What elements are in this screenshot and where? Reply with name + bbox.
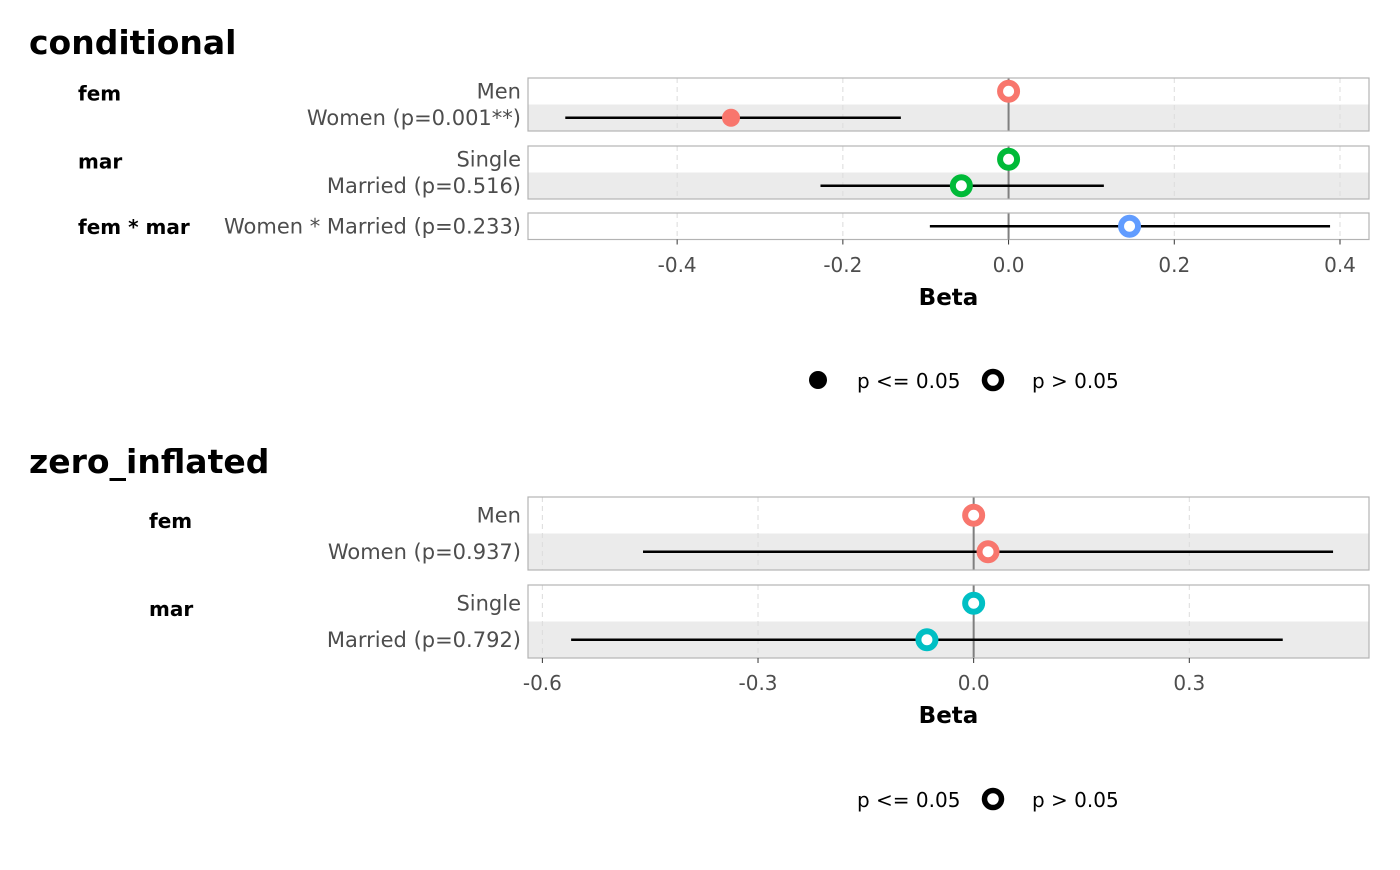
legend-label: p > 0.05 <box>1032 788 1119 812</box>
row-label: Women (p=0.001**) <box>307 106 521 130</box>
panel-border <box>527 77 1370 132</box>
estimate-point-hollow <box>997 79 1021 103</box>
x-tick-label: 0.4 <box>1324 253 1356 277</box>
legend-label: p <= 0.05 <box>857 369 960 393</box>
x-tick-label: -0.3 <box>739 671 778 695</box>
row-label: Women * Married (p=0.233) <box>224 214 521 238</box>
row-background <box>528 78 1369 105</box>
x-tick-label: 0.3 <box>1173 671 1205 695</box>
x-tick-label: 0.0 <box>993 253 1025 277</box>
group-label: fem <box>149 509 192 533</box>
estimate-point-hollow <box>1118 214 1142 238</box>
group-label: mar <box>149 597 193 621</box>
estimate-point-hollow <box>962 591 986 615</box>
row-label: Men <box>477 79 521 103</box>
group-label: fem * mar <box>78 215 190 239</box>
x-axis-title: Beta <box>919 285 979 311</box>
panel-border <box>527 496 1370 571</box>
panel-border <box>527 212 1370 241</box>
x-tick-label: -0.2 <box>823 253 862 277</box>
row-label: Married (p=0.792) <box>327 628 521 652</box>
legend-label: p <= 0.05 <box>857 788 960 812</box>
row-background <box>528 146 1369 173</box>
row-background <box>528 497 1369 534</box>
row-background <box>528 585 1369 622</box>
facet-panel-mar: mar Single Married (p=0.516) <box>78 145 1370 200</box>
estimate-point-hollow <box>915 628 939 652</box>
legend-filled-marker <box>809 371 827 389</box>
estimate-point-hollow <box>997 147 1021 171</box>
x-tick-label: -0.4 <box>658 253 697 277</box>
facet-panel-fem-x-mar: fem * mar Women * Married (p=0.233) <box>78 212 1370 241</box>
row-label: Men <box>477 503 521 527</box>
row-label: Women (p=0.937) <box>328 540 521 564</box>
group-label: mar <box>78 150 122 174</box>
row-label: Married (p=0.516) <box>327 174 521 198</box>
estimate-point-hollow <box>976 540 1000 564</box>
x-tick-label: -0.6 <box>523 671 562 695</box>
legend-hollow-marker <box>981 368 1005 392</box>
legend: p <= 0.05 p > 0.05 <box>809 368 1119 393</box>
legend-label: p > 0.05 <box>1032 369 1119 393</box>
row-label: Single <box>456 147 521 171</box>
estimate-point-filled <box>722 108 740 127</box>
panel-border <box>527 584 1370 659</box>
panel-border <box>527 145 1370 200</box>
chart-title: zero_inflated <box>29 442 269 481</box>
estimate-point-hollow <box>949 174 973 198</box>
x-axis-title: Beta <box>919 703 979 729</box>
row-label: Single <box>456 591 521 615</box>
legend-hollow-marker <box>981 787 1005 811</box>
estimate-point-hollow <box>962 503 986 527</box>
x-tick-label: 0.0 <box>958 671 990 695</box>
x-tick-label: 0.2 <box>1158 253 1190 277</box>
facet-panel-mar: mar Single Married (p=0.792) <box>149 584 1370 659</box>
legend: p <= 0.05 p > 0.05 <box>857 787 1119 812</box>
chart-conditional: conditional fem Men Women (p=0.001**) mar Sin… <box>29 23 1370 393</box>
facet-panel-fem: fem Men Women (p=0.001**) <box>78 77 1370 132</box>
facet-panel-fem: fem Men Women (p=0.937) <box>149 496 1370 571</box>
group-label: fem <box>78 82 121 106</box>
chart-title: conditional <box>29 23 237 62</box>
